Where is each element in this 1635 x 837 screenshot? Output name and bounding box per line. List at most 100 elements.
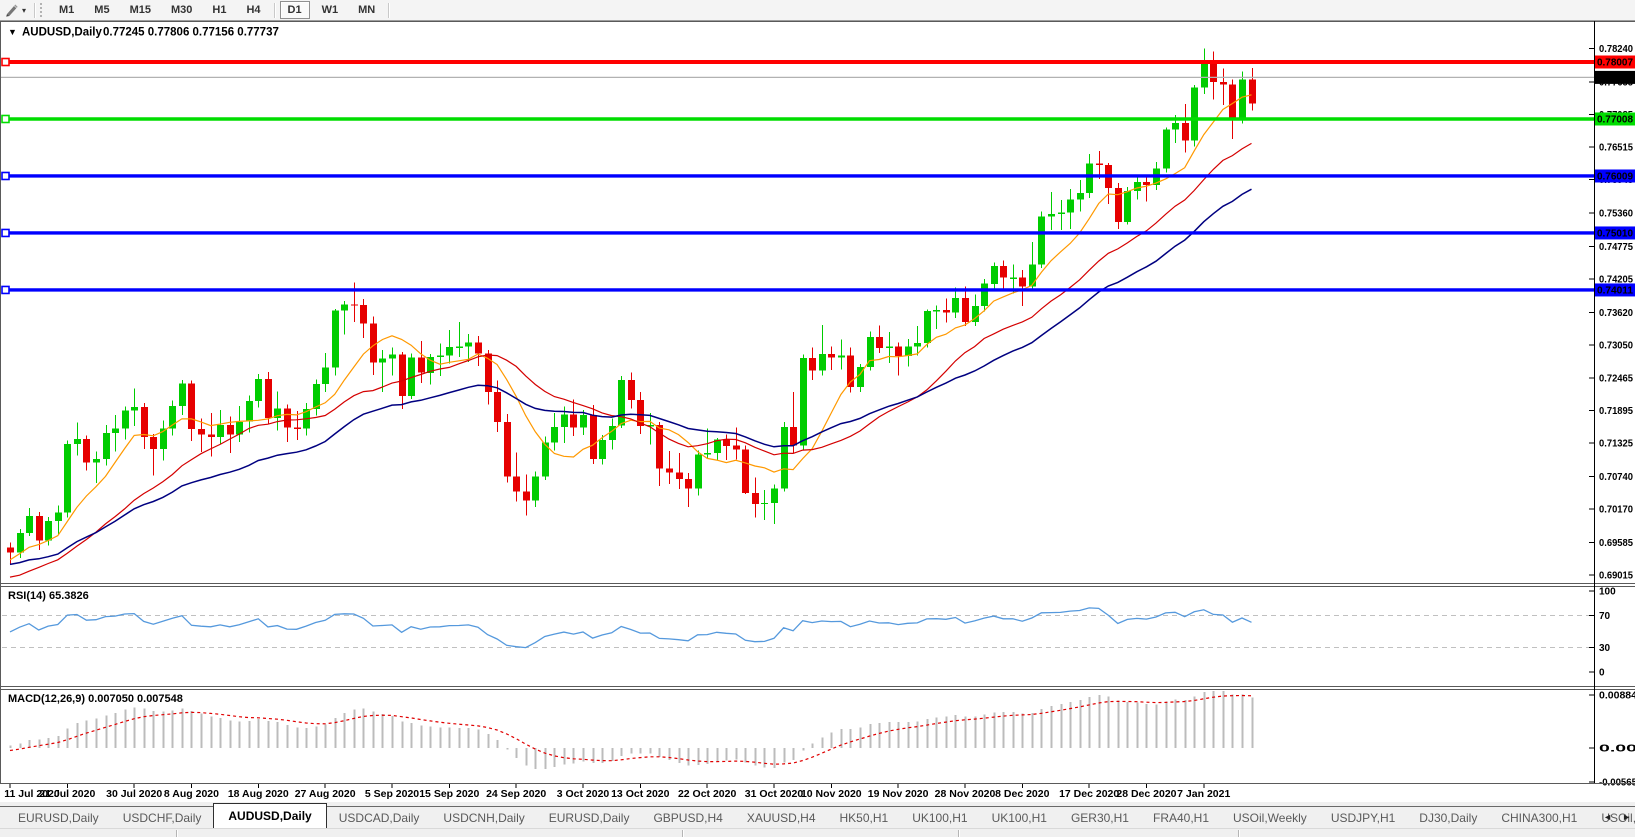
- drawing-tool-icon[interactable]: [5, 3, 19, 17]
- level-anchor-0.75010: [1, 228, 10, 238]
- status-bar-divider: [176, 830, 177, 837]
- level-0.74011-badge-label: 0.74011: [1597, 285, 1633, 296]
- level-0.78007-badge-label: 0.78007: [1597, 58, 1633, 69]
- macd-histogram: [9, 690, 1254, 770]
- chart-tab-XAUUSD-H4[interactable]: XAUUSD,H4: [746, 810, 816, 825]
- level-anchor-0.74011: [1, 285, 10, 295]
- x-axis-label: 17 Dec 2020: [1059, 788, 1119, 800]
- y-axis-label: 0.76515: [1599, 143, 1633, 154]
- x-axis-label: 3 Oct 2020: [557, 788, 610, 800]
- chart-background: [0, 21, 1635, 802]
- rsi-axis-label: 30: [1599, 643, 1611, 654]
- toolbar-separator: [388, 2, 390, 18]
- timeframe-button-H1[interactable]: H1: [212, 4, 227, 16]
- macd-axis-label: 0.00: [1599, 744, 1635, 755]
- timeframe-button-D1[interactable]: D1: [279, 1, 310, 19]
- x-axis-label: 18 Aug 2020: [228, 788, 289, 800]
- level-0.74011-badge: [1595, 283, 1635, 297]
- timeframe-toolbar: ▾ M1 M5 M15 M30 H1 H4 D1 W1 MN: [0, 0, 1635, 21]
- drawing-tool-dropdown-icon[interactable]: ▾: [22, 5, 27, 15]
- chart-tab-USDJPY-H1[interactable]: USDJPY,H1: [1330, 810, 1396, 825]
- ma-line-sma8: [9, 94, 1252, 561]
- current-price-badge: [1595, 70, 1635, 84]
- candles-layer: [7, 48, 1256, 564]
- chart-ohlc-readout: 0.77245 0.77806 0.77156 0.77737: [103, 27, 279, 39]
- ma-line-sma20: [9, 142, 1252, 578]
- chart-tab-HK50-H1[interactable]: HK50,H1: [839, 810, 889, 825]
- chart-tab-USDCNH-Daily[interactable]: USDCNH,Daily: [443, 810, 525, 825]
- rsi-line: [9, 607, 1252, 649]
- status-bar-divider: [682, 830, 683, 837]
- timeframe-button-W1[interactable]: W1: [321, 4, 339, 16]
- y-axis-label: 0.70170: [1599, 505, 1633, 516]
- rsi-axis-label: 0: [1599, 668, 1605, 679]
- rsi-axis-label: 100: [1599, 587, 1616, 598]
- tab-scroll-right-button[interactable]: ►: [1622, 812, 1631, 822]
- rsi-axis-label: 70: [1599, 611, 1611, 622]
- timeframe-button-M5[interactable]: M5: [94, 4, 110, 16]
- chart-symbol-title: AUDUSD,Daily: [22, 27, 102, 39]
- timeframe-buttons: M1 M5 M15 M30 H1 H4 D1 W1 MN: [49, 1, 392, 19]
- chart-tab-CHINA300-H1[interactable]: CHINA300,H1: [1501, 810, 1578, 825]
- level-0.76009-badge-label: 0.76009: [1597, 171, 1633, 182]
- y-axis-label: 0.75360: [1599, 208, 1633, 219]
- level-0.76009-badge: [1595, 169, 1635, 183]
- macd-indicator-label: MACD(12,26,9) 0.007050 0.007548: [8, 693, 183, 705]
- chart-tab-DJ30-Daily[interactable]: DJ30,Daily: [1419, 810, 1478, 825]
- y-axis-label: 0.71895: [1599, 406, 1633, 417]
- y-axis-label: 0.74205: [1599, 274, 1633, 285]
- symbol-dropdown-icon[interactable]: ▼: [8, 27, 17, 37]
- y-axis-label: 0.69585: [1599, 538, 1633, 549]
- macd-axis-label: -0.00565: [1599, 777, 1635, 788]
- x-axis-label: 31 Oct 2020: [745, 788, 804, 800]
- level-0.78007-badge: [1595, 55, 1635, 69]
- chart-tab-GER30-H1[interactable]: GER30,H1: [1070, 810, 1129, 825]
- x-axis-label: 13 Oct 2020: [611, 788, 670, 800]
- chart-tab-GBPUSD-H4[interactable]: GBPUSD,H4: [653, 810, 723, 825]
- tab-scroll-left-button[interactable]: ◄: [1603, 812, 1613, 822]
- drawing-tool-cluster[interactable]: ▾: [0, 3, 31, 17]
- chart-tab-EURUSD-Daily[interactable]: EURUSD,Daily: [18, 810, 99, 825]
- timeframe-button-M30[interactable]: M30: [170, 4, 193, 16]
- level-0.77008-badge: [1595, 112, 1635, 126]
- x-axis-label: 27 Aug 2020: [295, 788, 356, 800]
- toolbar-grip[interactable]: [40, 3, 45, 17]
- chart-tab-FRA40-H1[interactable]: FRA40,H1: [1152, 810, 1210, 825]
- level-anchor-0.78007: [1, 57, 10, 67]
- level-anchor-0.76009: [1, 171, 10, 181]
- level-0.75010-badge-label: 0.75010: [1597, 228, 1633, 239]
- chart-tab-AUDUSD-Daily[interactable]: AUDUSD,Daily: [213, 803, 327, 828]
- x-axis-label: 22 Oct 2020: [678, 788, 737, 800]
- chart-tab-USOil-Weekly[interactable]: USOil,Weekly: [1233, 810, 1307, 825]
- status-bar-divider: [1238, 830, 1239, 837]
- status-bar: [0, 828, 1635, 837]
- level-0.77008-badge-label: 0.77008: [1597, 114, 1633, 125]
- chart-tab-EURUSD-Daily[interactable]: EURUSD,Daily: [548, 810, 630, 825]
- x-axis-label: 28 Nov 2020: [935, 788, 996, 800]
- timeframe-button-H4[interactable]: H4: [246, 4, 261, 16]
- rsi-indicator-label: RSI(14) 65.3826: [8, 590, 89, 602]
- chart-tab-USOil[interactable]: USOil,: [1601, 810, 1635, 825]
- toolbar-separator: [34, 2, 36, 18]
- x-axis-label: 28 Dec 2020: [1116, 788, 1176, 800]
- x-axis-label: 24 Sep 2020: [486, 788, 546, 800]
- chart-area[interactable]: 0.782400.776550.770850.765150.759450.753…: [0, 21, 1635, 802]
- level-anchor-0.77008: [1, 114, 10, 124]
- timeframe-button-MN[interactable]: MN: [358, 4, 376, 16]
- y-axis-label: 0.71325: [1599, 439, 1633, 450]
- chart-tab-UK100-H1[interactable]: UK100,H1: [991, 810, 1047, 825]
- macd-axis-label: 0.00884: [1599, 691, 1635, 702]
- ma-line-ema34: [9, 188, 1252, 566]
- x-axis-label: 21 Jul 2020: [39, 788, 95, 800]
- current-price-badge-label: 0.77737: [1597, 73, 1633, 84]
- chart-tab-USDCHF-Daily[interactable]: USDCHF,Daily: [122, 810, 202, 825]
- timeframe-button-M15[interactable]: M15: [129, 4, 151, 16]
- y-axis-label: 0.72465: [1599, 374, 1633, 385]
- chart-tab-UK100-H1[interactable]: UK100,H1: [912, 810, 968, 825]
- chart-tab-bar: EURUSD,Daily USDCHF,Daily AUDUSD,Daily USDC…: [0, 802, 1635, 828]
- timeframe-button-M1[interactable]: M1: [59, 4, 75, 16]
- y-axis-label: 0.74775: [1599, 242, 1633, 253]
- y-axis-label: 0.69015: [1599, 570, 1633, 581]
- chart-tab-USDCAD-Daily[interactable]: USDCAD,Daily: [338, 810, 420, 825]
